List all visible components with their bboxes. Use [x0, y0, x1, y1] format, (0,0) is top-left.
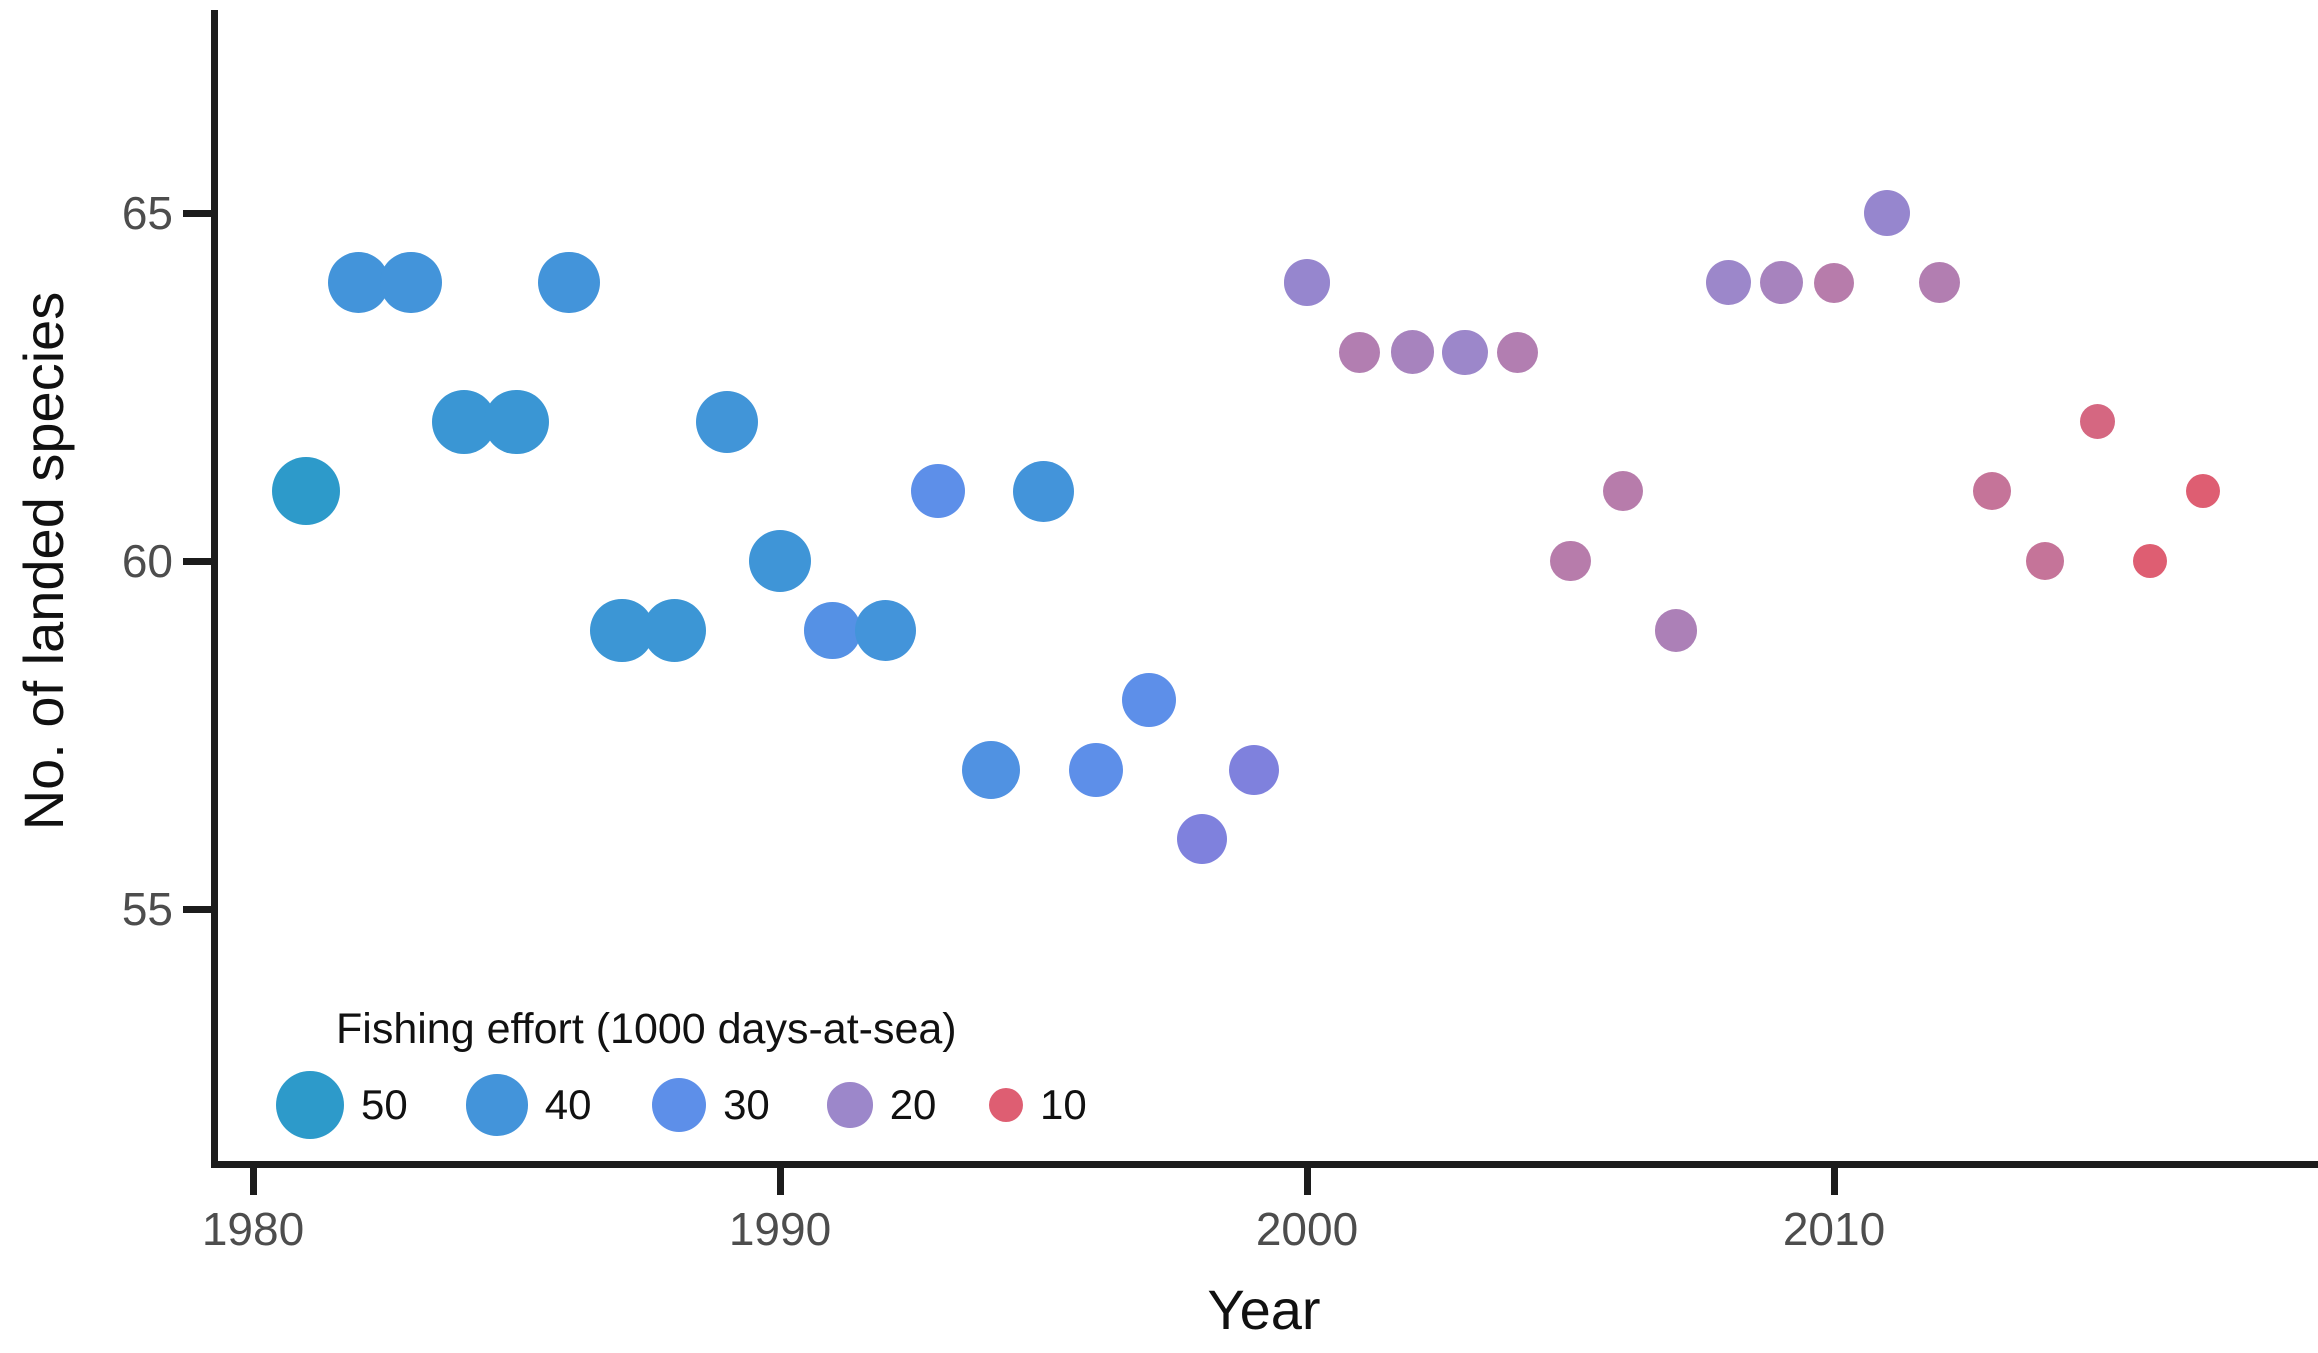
- y-tick-label: 65: [121, 187, 173, 239]
- x-tick-label: 1980: [201, 1203, 305, 1255]
- x-tick-label: 2000: [1255, 1203, 1359, 1255]
- data-point: [1550, 540, 1591, 582]
- data-point: [1918, 261, 1961, 304]
- data-point: [1813, 262, 1855, 303]
- x-tick-mark: [249, 1168, 257, 1195]
- data-point: [1705, 259, 1752, 306]
- y-tick-mark: [183, 905, 211, 913]
- y-tick-mark: [183, 209, 211, 217]
- data-point: [1229, 744, 1280, 795]
- x-tick-mark: [1830, 1168, 1838, 1195]
- data-point: [1390, 330, 1435, 374]
- legend-label: 20: [889, 1081, 937, 1128]
- x-axis-line: [211, 1161, 2318, 1168]
- data-point: [1283, 259, 1331, 306]
- data-point: [327, 251, 390, 314]
- data-point: [1069, 742, 1124, 797]
- legend-dot: [466, 1074, 528, 1136]
- data-point: [1176, 814, 1227, 865]
- legend-dot: [988, 1087, 1023, 1122]
- y-tick-label: 60: [121, 535, 173, 587]
- legend-title: Fishing effort (1000 days-at-sea): [336, 1005, 957, 1053]
- legend-dot: [275, 1070, 344, 1139]
- data-point: [1863, 189, 1910, 237]
- data-point: [642, 598, 707, 663]
- legend-dot: [827, 1082, 873, 1128]
- data-point: [271, 457, 340, 526]
- data-point: [1654, 609, 1698, 652]
- data-point: [1442, 329, 1488, 375]
- data-point: [961, 740, 1020, 799]
- data-point: [2185, 474, 2220, 509]
- legend-dot: [651, 1077, 707, 1133]
- y-tick-mark: [183, 557, 211, 565]
- data-point: [1603, 471, 1644, 512]
- x-tick-label: 2010: [1782, 1203, 1886, 1255]
- data-point: [380, 251, 442, 314]
- data-point: [1973, 472, 2012, 511]
- data-point: [696, 390, 759, 453]
- data-point: [2133, 543, 2168, 578]
- data-point: [748, 529, 812, 593]
- y-tick-label: 55: [121, 883, 173, 935]
- data-point: [1121, 673, 1176, 728]
- data-point: [2025, 542, 2064, 580]
- data-point: [484, 389, 549, 454]
- legend-label: 50: [361, 1081, 408, 1128]
- x-tick-mark: [776, 1168, 784, 1195]
- legend-label: 10: [1040, 1081, 1087, 1128]
- legend-label: 40: [544, 1081, 592, 1128]
- data-point: [1339, 331, 1381, 373]
- legend-label: 30: [723, 1081, 770, 1128]
- data-point: [1012, 460, 1075, 523]
- data-point: [911, 464, 966, 519]
- x-tick-label: 1990: [728, 1203, 832, 1255]
- data-point: [1497, 331, 1539, 373]
- data-point: [538, 251, 600, 314]
- data-point: [804, 602, 861, 659]
- data-point: [854, 599, 917, 662]
- data-point: [2079, 404, 2116, 440]
- data-point: [1759, 260, 1803, 305]
- x-axis-title: Year: [1207, 1278, 1321, 1341]
- x-tick-mark: [1303, 1168, 1311, 1195]
- y-axis-line: [211, 10, 218, 1168]
